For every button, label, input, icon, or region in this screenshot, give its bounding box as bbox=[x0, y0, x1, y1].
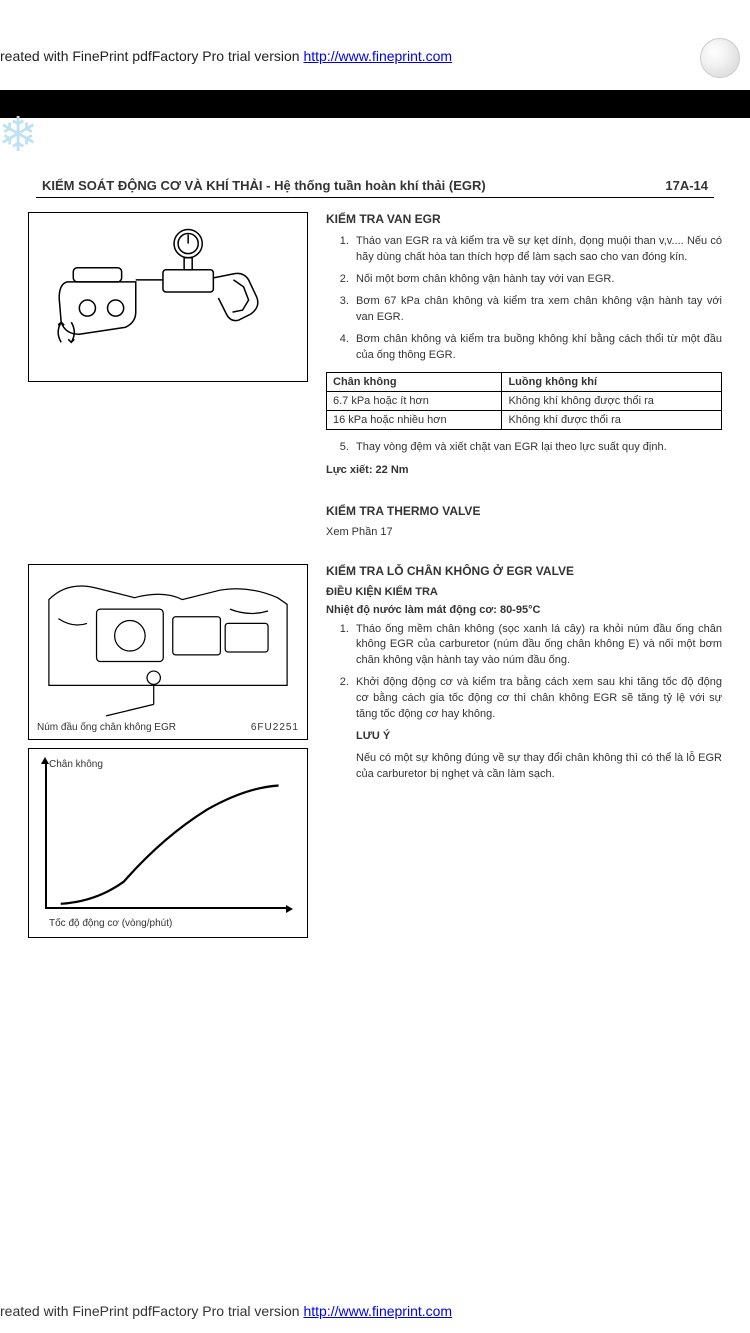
table-header: Luồng không khí bbox=[502, 372, 722, 391]
list-item: Bơm 67 kPa chân không và kiểm tra xem ch… bbox=[352, 294, 722, 326]
banner-link[interactable]: http://www.fineprint.com bbox=[303, 48, 452, 64]
section1-title: KIỂM TRA VAN EGR bbox=[326, 212, 722, 226]
section2-title: KIỂM TRA THERMO VALVE bbox=[326, 504, 722, 518]
section-egr-port: Núm đầu ống chân không EGR 6FU2251 Chân … bbox=[28, 564, 722, 946]
table-cell: Không khí được thổi ra bbox=[502, 410, 722, 429]
snowflake-icon: ❄ bbox=[0, 112, 38, 160]
divider-strip bbox=[0, 90, 750, 118]
list-item: Tháo ống mềm chân không (sọc xanh lá cây… bbox=[352, 622, 722, 670]
figure-egr-valve bbox=[28, 212, 308, 382]
document-page: ❄ KIỂM SOÁT ĐỘNG CƠ VÀ KHÍ THẢI - Hệ thố… bbox=[0, 118, 750, 1273]
section1-steps-cont: Thay vòng đệm và xiết chặt van EGR lại t… bbox=[326, 440, 722, 456]
footer-link[interactable]: http://www.fineprint.com bbox=[303, 1303, 452, 1319]
list-item: Bơm chân không và kiểm tra buồng không k… bbox=[352, 332, 722, 364]
section3-cond-title: ĐIỀU KIỆN KIỂM TRA bbox=[326, 586, 722, 598]
egr-valve-illustration bbox=[37, 221, 299, 373]
table-cell: Không khí không được thổi ra bbox=[502, 391, 722, 410]
torque-spec: Lực xiết: 22 Nm bbox=[326, 464, 722, 476]
table-cell: 16 kPa hoặc nhiều hơn bbox=[327, 410, 502, 429]
table-row: 6.7 kPa hoặc ít hơn Không khí không được… bbox=[327, 391, 722, 410]
footer-text: reated with FinePrint pdfFactory Pro tri… bbox=[0, 1303, 303, 1319]
vacuum-table: Chân không Luồng không khí 6.7 kPa hoặc … bbox=[326, 372, 722, 430]
figure-carburetor: Núm đầu ống chân không EGR 6FU2251 bbox=[28, 564, 308, 740]
fig2-label: Núm đầu ống chân không EGR bbox=[37, 722, 187, 733]
page-title: KIỂM SOÁT ĐỘNG CƠ VÀ KHÍ THẢI - Hệ thống… bbox=[42, 178, 486, 193]
step-text: Khởi động động cơ và kiểm tra bằng cách … bbox=[356, 676, 722, 720]
note-body: Nếu có một sự không đúng về sự thay đổi … bbox=[356, 751, 722, 783]
page-number: 17A-14 bbox=[665, 178, 708, 193]
footer-banner: reated with FinePrint pdfFactory Pro tri… bbox=[0, 1273, 750, 1333]
banner-text: reated with FinePrint pdfFactory Pro tri… bbox=[0, 48, 303, 64]
loading-icon bbox=[700, 38, 740, 78]
graph-xlabel: Tốc độ động cơ (vòng/phút) bbox=[49, 918, 172, 929]
coolant-temp: Nhiệt độ nước làm mát động cơ: 80-95°C bbox=[326, 604, 722, 616]
figure-graph: Chân không Tốc độ động cơ (vòng/phút) bbox=[28, 748, 308, 938]
carburetor-illustration bbox=[35, 571, 301, 733]
graph-curve bbox=[29, 749, 307, 937]
section-egr-check: KIỂM TRA VAN EGR Tháo van EGR ra và kiểm… bbox=[28, 212, 722, 538]
page-header: KIỂM SOÁT ĐỘNG CƠ VÀ KHÍ THẢI - Hệ thống… bbox=[36, 178, 714, 198]
section3-title: KIỂM TRA LỖ CHÂN KHÔNG Ở EGR VALVE bbox=[326, 564, 722, 578]
table-row: 16 kPa hoặc nhiều hơn Không khí được thổ… bbox=[327, 410, 722, 429]
list-item: Tháo van EGR ra và kiểm tra về sự kẹt dí… bbox=[352, 234, 722, 266]
graph-ylabel: Chân không bbox=[49, 759, 103, 770]
table-cell: 6.7 kPa hoặc ít hơn bbox=[327, 391, 502, 410]
table-header: Chân không bbox=[327, 372, 502, 391]
section2-body: Xem Phần 17 bbox=[326, 526, 722, 538]
header-banner: reated with FinePrint pdfFactory Pro tri… bbox=[0, 0, 750, 90]
list-item: Thay vòng đệm và xiết chặt van EGR lại t… bbox=[352, 440, 722, 456]
section1-steps: Tháo van EGR ra và kiểm tra về sự kẹt dí… bbox=[326, 234, 722, 364]
note-title: LƯU Ý bbox=[356, 729, 722, 745]
section3-steps: Tháo ống mềm chân không (sọc xanh lá cây… bbox=[326, 622, 722, 783]
list-item: Khởi động động cơ và kiểm tra bằng cách … bbox=[352, 675, 722, 783]
fig2-code: 6FU2251 bbox=[251, 722, 299, 733]
list-item: Nối một bơm chân không vận hành tay với … bbox=[352, 272, 722, 288]
